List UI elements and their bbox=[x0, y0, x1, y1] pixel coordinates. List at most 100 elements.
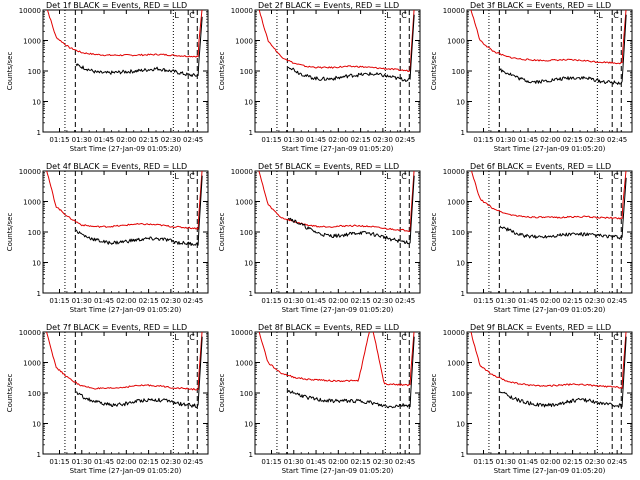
marker-label: L bbox=[386, 172, 391, 181]
x-tick-label: 02:45 bbox=[607, 458, 627, 466]
events-series-line bbox=[75, 336, 203, 408]
x-tick-label: 02:15 bbox=[563, 458, 583, 466]
x-tick-label: 02:30 bbox=[161, 136, 181, 144]
y-tick-label: 1 bbox=[37, 451, 41, 459]
x-tick-label: 01:30 bbox=[284, 458, 304, 466]
panel-title: Det 2f BLACK = Events, RED = LLD bbox=[258, 1, 399, 10]
y-tick-label: 1000 bbox=[447, 38, 465, 46]
detector-panel-7: Det 7f BLACK = Events, RED = LLD 1 10 100 10… bbox=[6, 323, 209, 475]
y-axis-label: Counts/sec bbox=[6, 213, 14, 252]
y-axis-label: Counts/sec bbox=[430, 213, 438, 252]
series-group bbox=[470, 332, 627, 408]
panel-title: Det 1f BLACK = Events, RED = LLD bbox=[46, 1, 187, 10]
x-tick-label: 02:15 bbox=[563, 297, 583, 305]
x-tick-label: 01:15 bbox=[261, 458, 281, 466]
x-axis-label: Start Time (27-Jan-09 01:05:20) bbox=[494, 467, 606, 475]
y-tick-label: 10 bbox=[456, 421, 465, 429]
x-tick-label: 02:30 bbox=[373, 458, 393, 466]
events-series-line bbox=[499, 14, 627, 85]
y-tick-label: 10000 bbox=[443, 7, 465, 15]
marker-label: C bbox=[189, 11, 195, 20]
series-group bbox=[46, 10, 203, 77]
y-tick-label: 1000 bbox=[23, 199, 41, 207]
detector-panel-6: Det 6f BLACK = Events, RED = LLD 1 10 100 10… bbox=[430, 162, 633, 314]
y-tick-label: 1000 bbox=[235, 360, 253, 368]
y-tick-label: 10 bbox=[32, 260, 41, 268]
x-tick-label: 01:45 bbox=[94, 136, 114, 144]
panel-title: Det 8f BLACK = Events, RED = LLD bbox=[258, 323, 399, 332]
y-tick-label: 100 bbox=[452, 390, 465, 398]
marker-label: L bbox=[174, 333, 179, 342]
panel-title: Det 5f BLACK = Events, RED = LLD bbox=[258, 162, 399, 171]
x-tick-label: 02:30 bbox=[585, 297, 605, 305]
x-tick-label: 02:00 bbox=[328, 458, 348, 466]
x-tick-label: 02:30 bbox=[585, 136, 605, 144]
x-tick-label: 01:45 bbox=[306, 458, 326, 466]
x-tick-label: 02:00 bbox=[540, 458, 560, 466]
y-axis-label: Counts/sec bbox=[430, 52, 438, 91]
x-tick-label: 02:15 bbox=[139, 136, 159, 144]
x-tick-label: 02:45 bbox=[395, 136, 415, 144]
plot-frame bbox=[254, 170, 421, 294]
x-tick-label: 01:30 bbox=[72, 458, 92, 466]
x-tick-label: 01:45 bbox=[306, 297, 326, 305]
x-tick-label: 01:30 bbox=[72, 297, 92, 305]
y-tick-label: 10000 bbox=[231, 7, 253, 15]
detector-panel-4: Det 4f BLACK = Events, RED = LLD 1 10 100 10… bbox=[6, 162, 209, 314]
x-tick-label: 01:45 bbox=[94, 458, 114, 466]
panel-title: Det 9f BLACK = Events, RED = LLD bbox=[470, 323, 611, 332]
x-tick-label: 02:15 bbox=[563, 136, 583, 144]
y-tick-label: 1 bbox=[461, 290, 465, 298]
marker-label: C bbox=[613, 172, 619, 181]
y-tick-label: 100 bbox=[240, 229, 253, 237]
y-tick-label: 1 bbox=[249, 451, 253, 459]
events-series-line bbox=[287, 14, 415, 82]
y-tick-label: 10 bbox=[456, 260, 465, 268]
events-series-line bbox=[287, 175, 415, 245]
x-axis-label: Start Time (27-Jan-09 01:05:20) bbox=[494, 145, 606, 153]
x-tick-label: 01:15 bbox=[49, 458, 69, 466]
y-tick-label: 10 bbox=[244, 99, 253, 107]
y-tick-label: 1000 bbox=[235, 199, 253, 207]
x-tick-label: 02:00 bbox=[116, 136, 136, 144]
x-tick-label: 01:15 bbox=[473, 136, 493, 144]
x-tick-label: 02:15 bbox=[351, 297, 371, 305]
detector-panel-2: Det 2f BLACK = Events, RED = LLD 1 10 100 10… bbox=[218, 1, 421, 153]
marker-label: L bbox=[598, 172, 603, 181]
x-axis-label: Start Time (27-Jan-09 01:05:20) bbox=[282, 467, 394, 475]
y-axis-label: Counts/sec bbox=[218, 52, 226, 91]
marker-label: C bbox=[401, 333, 407, 342]
y-tick-label: 100 bbox=[28, 390, 41, 398]
x-tick-label: 02:00 bbox=[328, 297, 348, 305]
x-tick-label: 01:15 bbox=[261, 136, 281, 144]
y-axis-label: Counts/sec bbox=[430, 374, 438, 413]
series-group bbox=[258, 10, 415, 82]
events-series-line bbox=[499, 336, 627, 408]
x-tick-label: 01:30 bbox=[496, 297, 516, 305]
x-tick-label: 02:30 bbox=[373, 297, 393, 305]
x-tick-label: 02:15 bbox=[351, 458, 371, 466]
x-tick-label: 02:45 bbox=[395, 458, 415, 466]
y-tick-label: 1 bbox=[461, 129, 465, 137]
panel-title: Det 7f BLACK = Events, RED = LLD bbox=[46, 323, 187, 332]
x-axis-label: Start Time (27-Jan-09 01:05:20) bbox=[282, 306, 394, 314]
panel-title: Det 3f BLACK = Events, RED = LLD bbox=[470, 1, 611, 10]
x-axis-label: Start Time (27-Jan-09 01:05:20) bbox=[494, 306, 606, 314]
x-tick-label: 01:30 bbox=[496, 458, 516, 466]
plot-frame bbox=[42, 331, 209, 455]
events-series-line bbox=[287, 336, 415, 409]
x-tick-label: 02:30 bbox=[161, 297, 181, 305]
y-axis-label: Counts/sec bbox=[218, 213, 226, 252]
plot-frame bbox=[466, 170, 633, 294]
x-tick-label: 01:45 bbox=[306, 136, 326, 144]
x-axis-label: Start Time (27-Jan-09 01:05:20) bbox=[70, 145, 182, 153]
x-tick-label: 01:45 bbox=[518, 458, 538, 466]
series-group bbox=[46, 332, 203, 408]
y-tick-label: 100 bbox=[452, 68, 465, 76]
marker-label: L bbox=[598, 333, 603, 342]
events-series-line bbox=[75, 175, 203, 246]
x-tick-label: 02:45 bbox=[183, 297, 203, 305]
x-tick-label: 02:45 bbox=[183, 136, 203, 144]
x-axis-label: Start Time (27-Jan-09 01:05:20) bbox=[70, 306, 182, 314]
y-tick-label: 10 bbox=[244, 260, 253, 268]
